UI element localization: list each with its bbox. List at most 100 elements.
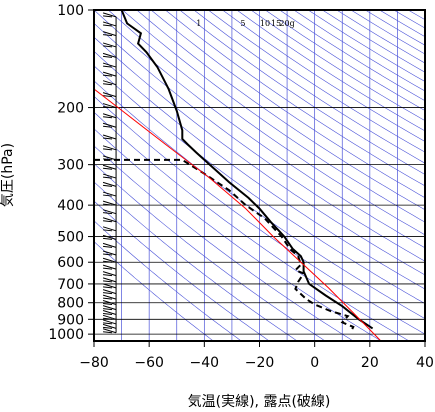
y-tick-label: 200 bbox=[57, 101, 84, 117]
wind-barb bbox=[102, 200, 117, 206]
reference-line-red bbox=[94, 88, 382, 341]
wind-barb bbox=[102, 164, 117, 170]
dry-adiabat bbox=[94, 80, 425, 319]
wind-barb bbox=[102, 52, 117, 58]
dry-adiabat bbox=[293, 10, 425, 92]
x-tick-label: −80 bbox=[79, 355, 109, 371]
dry-adiabat bbox=[94, 128, 382, 341]
mixing-ratio-label: 20g bbox=[279, 19, 294, 28]
dry-adiabat bbox=[136, 10, 425, 211]
wind-barb bbox=[102, 103, 117, 109]
wind-barb bbox=[102, 80, 117, 86]
dry-adiabats bbox=[94, 10, 425, 341]
dry-adiabat bbox=[94, 145, 354, 341]
wind-barb bbox=[102, 113, 117, 119]
dewpoint-line bbox=[94, 158, 355, 334]
x-tick-label: −40 bbox=[190, 355, 220, 371]
dry-adiabat bbox=[150, 10, 425, 199]
wind-barb bbox=[102, 42, 117, 48]
dry-adiabat bbox=[94, 10, 425, 249]
dry-adiabat bbox=[193, 10, 425, 164]
sounding-profiles bbox=[94, 10, 382, 341]
y-tick-label: 400 bbox=[57, 198, 84, 214]
wind-barb bbox=[102, 242, 117, 248]
x-axis-label: 気温(実線), 露点(破線) bbox=[188, 394, 331, 410]
y-tick-label: 700 bbox=[57, 277, 84, 293]
wind-barb bbox=[102, 328, 117, 334]
y-tick-label: 100 bbox=[57, 3, 84, 19]
temperature-line bbox=[120, 10, 374, 330]
wind-barb bbox=[102, 173, 117, 179]
wind-barb bbox=[102, 181, 117, 187]
y-tick-label: 900 bbox=[57, 312, 84, 328]
y-tick-label: 800 bbox=[57, 296, 84, 312]
wind-barb bbox=[102, 271, 117, 277]
mixing-ratio-label: 1 bbox=[196, 19, 201, 28]
wind-barb bbox=[102, 12, 117, 18]
y-tick-label: 1000 bbox=[48, 327, 84, 343]
dry-adiabat bbox=[108, 10, 425, 236]
wind-barb bbox=[102, 145, 117, 151]
y-axis-label: 気圧(hPa) bbox=[0, 143, 16, 207]
dry-adiabat bbox=[407, 10, 425, 21]
wind-barbs bbox=[102, 12, 117, 334]
wind-barb bbox=[102, 250, 117, 256]
plot-area bbox=[94, 10, 425, 341]
dry-adiabat bbox=[94, 111, 410, 341]
mixing-ratio-label: 5 bbox=[240, 19, 245, 28]
wind-barb bbox=[102, 299, 117, 305]
wind-barb bbox=[102, 319, 117, 325]
y-tick-label: 300 bbox=[57, 158, 84, 174]
mixing-ratio-label: 15 bbox=[271, 19, 281, 28]
wind-barb bbox=[102, 294, 117, 300]
wind-barb bbox=[102, 217, 117, 223]
wind-barb bbox=[102, 264, 117, 270]
dry-adiabat bbox=[94, 50, 425, 290]
x-axis-ticks: −80 −60 −40 −20 0 20 40 bbox=[79, 341, 434, 371]
wind-barb bbox=[102, 92, 117, 98]
x-tick-label: −20 bbox=[245, 355, 275, 371]
x-tick-label: −60 bbox=[134, 355, 164, 371]
dry-adiabat bbox=[94, 241, 214, 341]
wind-barb bbox=[102, 71, 117, 77]
y-tick-label: 500 bbox=[57, 230, 84, 246]
wind-barb bbox=[102, 310, 117, 316]
dry-adiabat bbox=[94, 22, 425, 262]
wind-barb bbox=[102, 226, 117, 232]
wind-barb bbox=[102, 314, 117, 320]
dry-adiabat bbox=[165, 10, 425, 187]
wind-barb bbox=[102, 289, 117, 295]
dry-adiabat bbox=[94, 200, 270, 341]
dry-adiabat bbox=[94, 36, 425, 276]
wind-barb bbox=[102, 257, 117, 263]
dry-adiabat bbox=[94, 181, 298, 341]
dry-adiabat bbox=[336, 10, 425, 64]
wind-barb bbox=[102, 209, 117, 215]
wind-barb bbox=[102, 283, 117, 289]
mixing-ratio-label: 10 bbox=[260, 19, 270, 28]
dry-adiabat bbox=[350, 10, 425, 55]
wind-barb bbox=[102, 21, 117, 27]
dry-adiabat bbox=[179, 10, 425, 175]
dry-adiabat bbox=[94, 220, 242, 341]
dry-adiabat bbox=[208, 10, 425, 153]
wind-barb bbox=[102, 234, 117, 240]
x-tick-label: 20 bbox=[361, 355, 379, 371]
wind-barb bbox=[102, 323, 117, 329]
wind-barb bbox=[102, 191, 117, 197]
x-tick-label: 0 bbox=[310, 355, 319, 371]
grid-lines bbox=[94, 10, 425, 341]
wind-barb bbox=[102, 31, 117, 37]
dry-adiabat bbox=[393, 10, 425, 29]
wind-barb bbox=[102, 305, 117, 311]
dry-adiabat bbox=[94, 65, 425, 305]
wind-barb bbox=[102, 62, 117, 68]
wind-barb bbox=[102, 122, 117, 128]
x-tick-label: 40 bbox=[416, 355, 434, 371]
dry-adiabat bbox=[122, 10, 425, 223]
wind-barb bbox=[102, 277, 117, 283]
wind-barb bbox=[102, 134, 117, 140]
